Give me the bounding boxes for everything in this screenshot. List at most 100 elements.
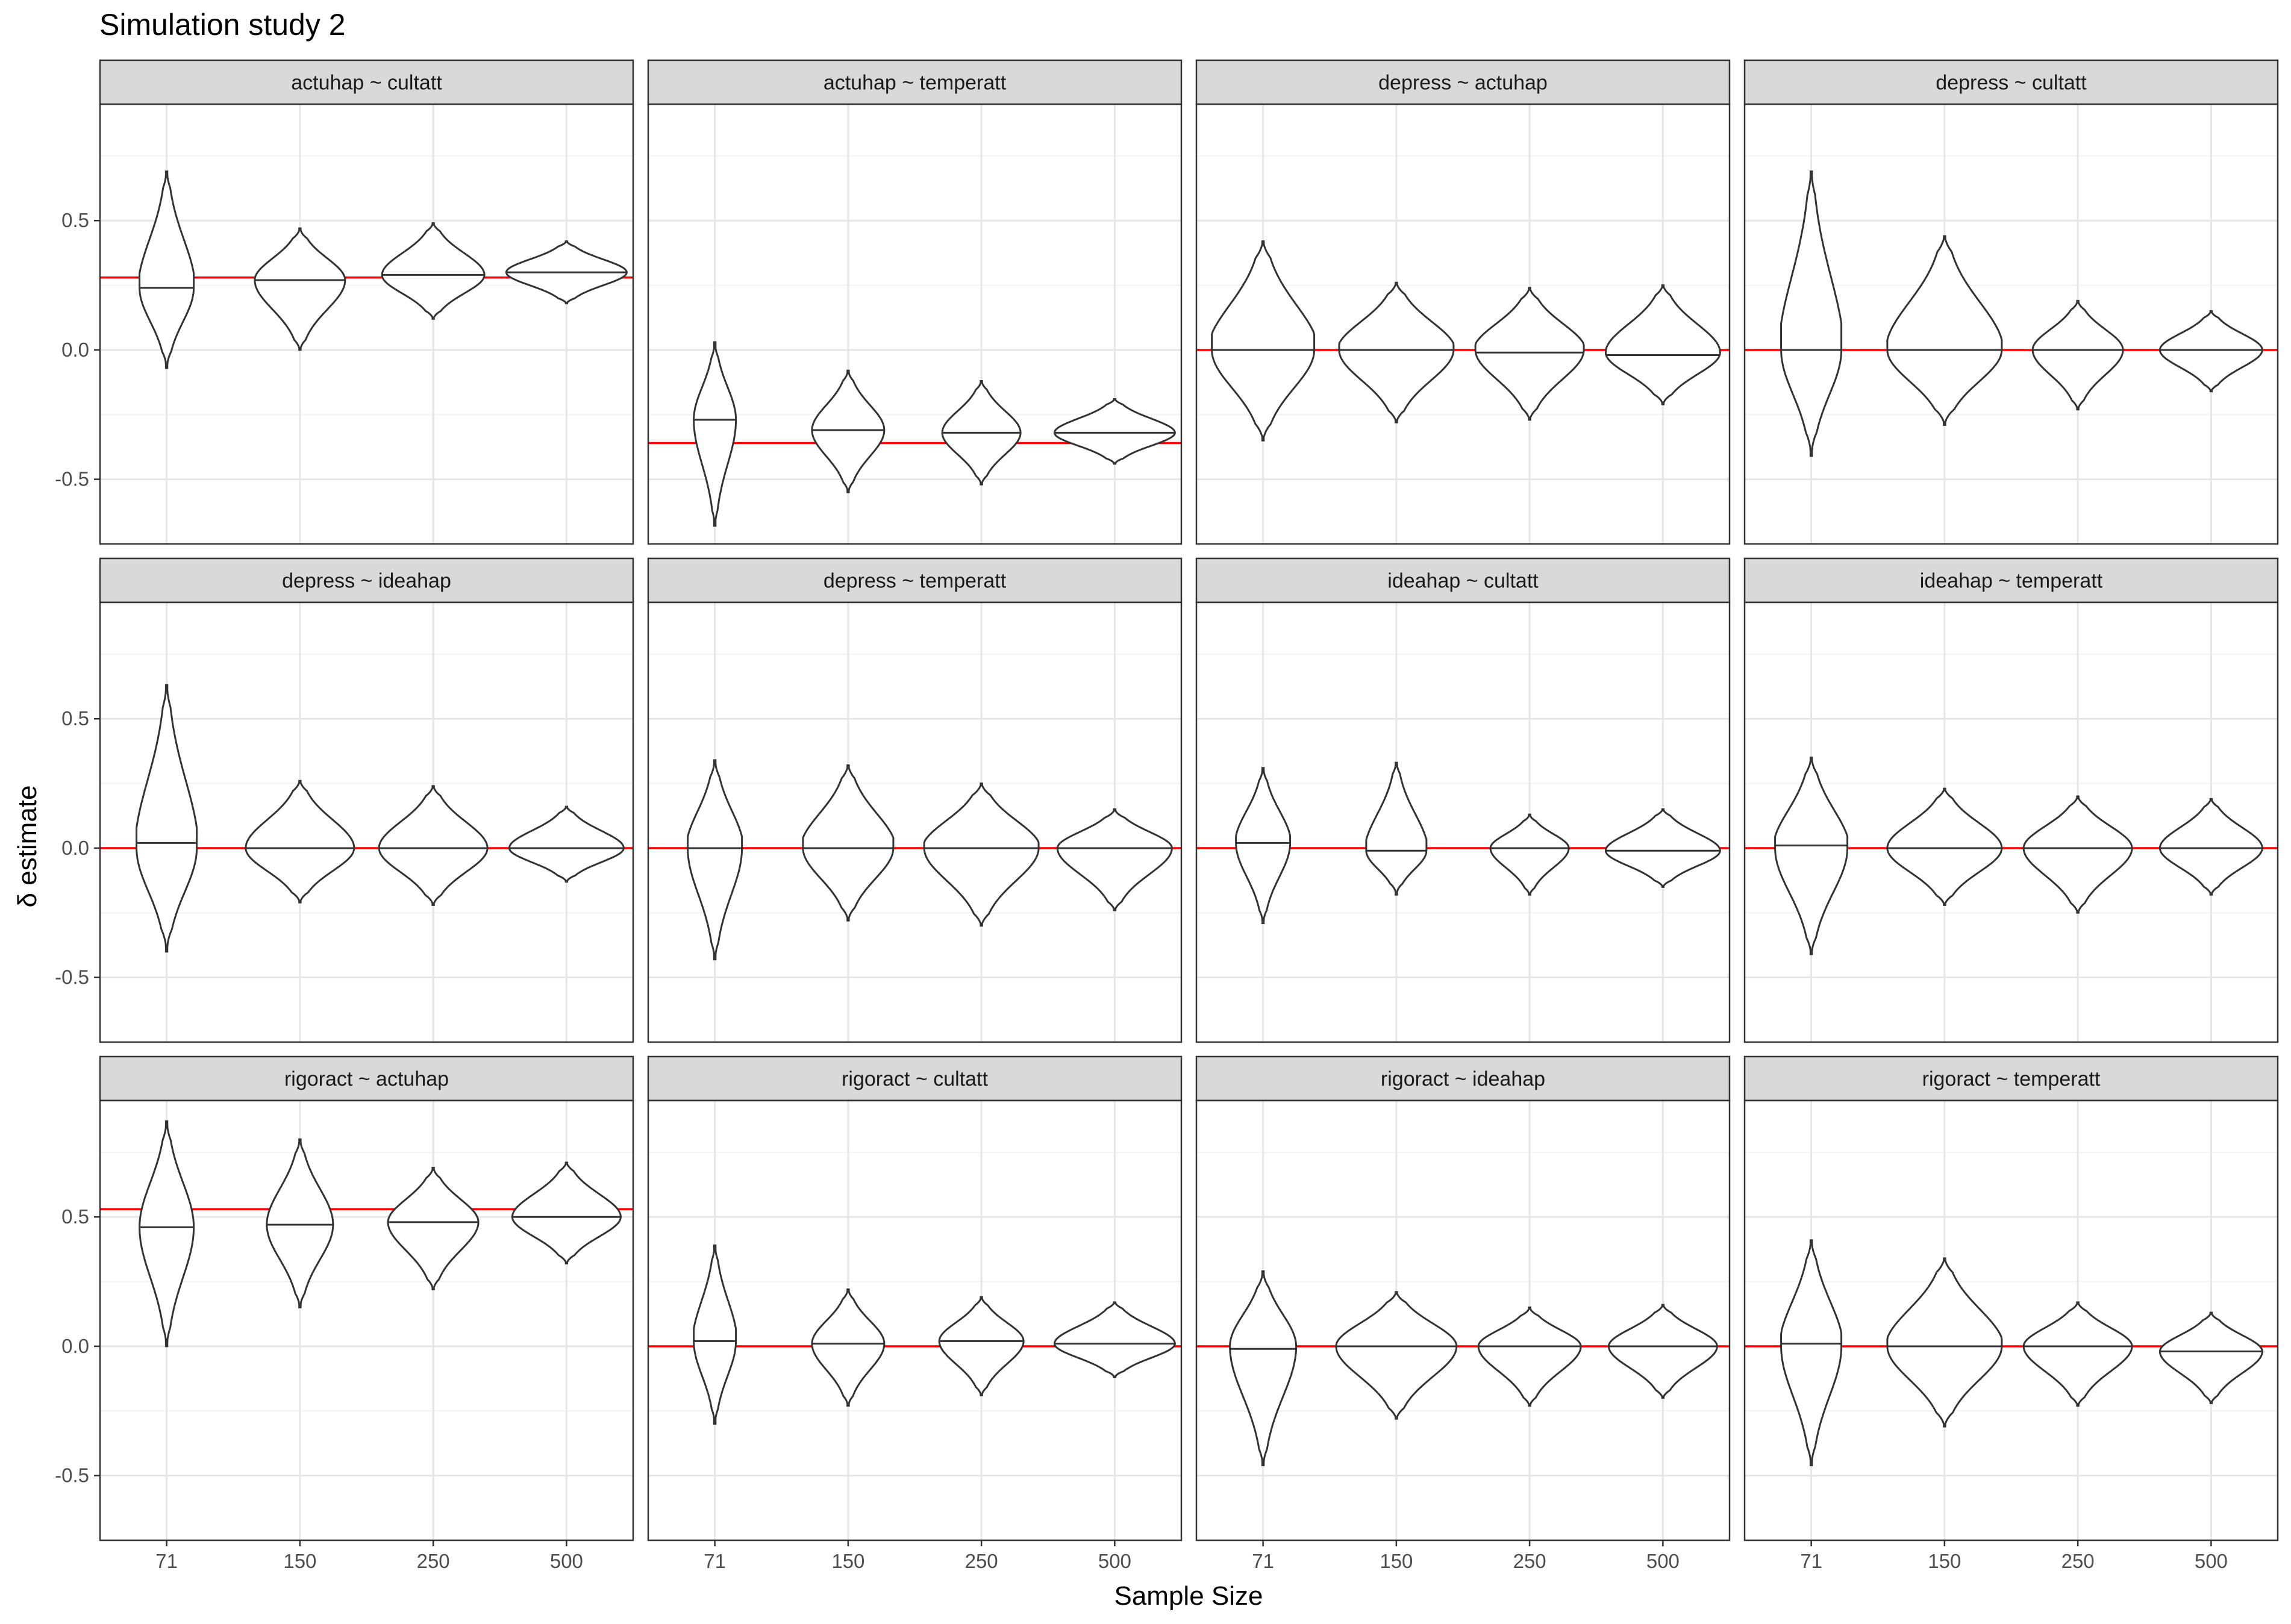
facet-strip-label: rigoract ~ cultatt: [842, 1068, 988, 1091]
facet-strip-label: rigoract ~ ideahap: [1381, 1068, 1545, 1091]
facet-strip: [1195, 59, 1731, 105]
facet-panel: actuhap ~ temperatt: [647, 59, 1183, 545]
violin-mark: [381, 222, 486, 320]
y-tick-label: -0.5: [55, 966, 89, 988]
violin-mark: [2031, 299, 2124, 411]
x-axis-title: Sample Size: [1114, 1581, 1263, 1611]
y-tick-label: 0.5: [61, 209, 89, 231]
plot-background: [100, 104, 633, 544]
x-tick-label: 500: [1646, 1550, 1680, 1572]
facet-panel: depress ~ temperatt: [647, 557, 1183, 1043]
violin-mark: [1780, 170, 1843, 457]
x-tick-label: 500: [1098, 1550, 1131, 1572]
panel-border: [1195, 601, 1731, 1043]
violin-mark: [1886, 787, 2003, 906]
x-tick-label: 71: [1800, 1550, 1822, 1572]
facet-strip: [99, 1055, 634, 1102]
plot-background: [100, 1101, 633, 1540]
panel-border: [647, 601, 1183, 1043]
x-tick-label: 150: [1380, 1550, 1413, 1572]
violin-mark: [1886, 235, 2003, 426]
violin-mark: [1235, 767, 1292, 924]
violin-mark: [1604, 284, 1721, 405]
x-tick-label: 250: [1513, 1550, 1546, 1572]
violin-mark: [938, 1296, 1025, 1396]
panel-border: [647, 103, 1183, 545]
y-axis-title: δ estimate: [13, 785, 42, 907]
x-tick-label: 500: [2195, 1550, 2228, 1572]
facet-panel: rigoract ~ ideahap 71 150 250 500: [1195, 1055, 1731, 1572]
x-tick-label: 71: [704, 1550, 726, 1572]
violin-mark: [1780, 1239, 1843, 1466]
violin-mark: [693, 341, 737, 527]
violin-mark: [1886, 1257, 2003, 1428]
plot-background: [648, 104, 1181, 544]
violin-mark: [508, 805, 625, 883]
violin-mark: [254, 227, 346, 351]
facet-strip: [1743, 59, 2279, 105]
violin-mark: [139, 1120, 195, 1348]
facet-panel: rigoract ~ actuhap -0.5 0.0 0.5 71 150 250 500: [55, 1055, 634, 1572]
x-tick-label: 150: [1928, 1550, 1961, 1572]
panel-border: [1743, 601, 2279, 1043]
facet-panel: ideahap ~ cultatt: [1195, 557, 1731, 1043]
facet-strip: [1743, 557, 2279, 604]
facet-strip-label: depress ~ temperatt: [824, 570, 1007, 593]
violin-mark: [923, 782, 1040, 927]
facet-panel: depress ~ cultatt: [1743, 59, 2279, 545]
facet-strip: [647, 557, 1183, 604]
facet-strip: [99, 557, 634, 604]
facet-strip: [647, 1055, 1183, 1102]
facet-panel: actuhap ~ cultatt -0.5 0.0 0.5: [55, 59, 634, 545]
violin-mark: [811, 1288, 886, 1407]
y-tick-label: -0.5: [55, 468, 89, 490]
violin-mark: [2158, 1311, 2263, 1404]
violin-mark: [1338, 281, 1455, 423]
y-tick-label: -0.5: [55, 1464, 89, 1487]
panel-border: [99, 103, 634, 545]
chart-title: Simulation study 2: [99, 8, 346, 42]
facet-strip-label: rigoract ~ temperatt: [1922, 1068, 2101, 1091]
facet-strip-label: depress ~ actuhap: [1378, 72, 1548, 95]
violin-mark: [1607, 1304, 1718, 1399]
facet-panel: ideahap ~ temperatt: [1743, 557, 2279, 1043]
facet-panel: rigoract ~ temperatt 71 150 250 500: [1743, 1055, 2279, 1572]
violin-mark: [811, 369, 886, 493]
x-tick-label: 250: [965, 1550, 998, 1572]
violin-mark: [1053, 1301, 1176, 1378]
x-tick-label: 71: [1252, 1550, 1274, 1572]
facet-strip: [99, 59, 634, 105]
x-tick-label: 71: [155, 1550, 178, 1572]
panel-border: [647, 1099, 1183, 1541]
panel-border: [99, 601, 634, 1043]
violin-mark: [387, 1167, 480, 1290]
y-tick-label: 0.5: [61, 707, 89, 729]
panel-border: [1195, 103, 1731, 545]
facet-panel: depress ~ actuhap: [1195, 59, 1731, 545]
violin-mark: [1604, 808, 1721, 888]
y-tick-label: 0.0: [61, 1335, 89, 1357]
violin-mark: [139, 170, 195, 369]
x-tick-label: 150: [831, 1550, 864, 1572]
violin-mark: [511, 1161, 622, 1264]
violin-mark: [1211, 240, 1316, 442]
x-tick-label: 250: [417, 1550, 450, 1572]
violin-mark: [1477, 1306, 1582, 1407]
violin-mark: [1489, 813, 1570, 896]
facet-strip-label: depress ~ cultatt: [1936, 72, 2087, 95]
facet-strip-label: ideahap ~ temperatt: [1920, 570, 2103, 593]
facet-panel: rigoract ~ cultatt 71 150 250 500: [647, 1055, 1183, 1572]
facet-strip-label: rigoract ~ actuhap: [284, 1068, 449, 1091]
violin-mark: [136, 684, 198, 953]
violin-mark: [266, 1138, 334, 1308]
y-tick-label: 0.0: [61, 339, 89, 361]
violin-mark: [2158, 798, 2263, 896]
violin-mark: [1053, 398, 1176, 465]
panel-border: [1743, 1099, 2279, 1541]
violin-mark: [2022, 795, 2133, 914]
violin-mark: [1229, 1270, 1298, 1466]
violin-mark: [2022, 1301, 2133, 1407]
facet-strip-label: ideahap ~ cultatt: [1387, 570, 1539, 593]
violin-mark: [1056, 808, 1173, 911]
